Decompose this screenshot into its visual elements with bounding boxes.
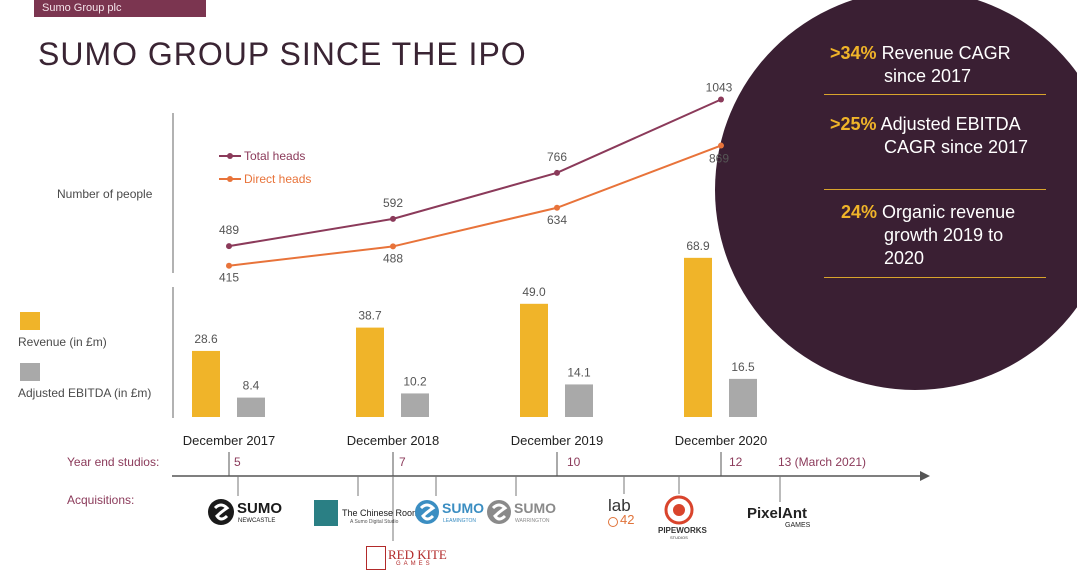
bar-label: 8.4 [243, 379, 260, 393]
bar-label: 10.2 [403, 374, 427, 388]
stats-panel-circle [715, 0, 1077, 390]
data-point [226, 243, 232, 250]
lab42-icon [608, 517, 618, 527]
stat-text: CAGR since 2017 [884, 137, 1029, 157]
data-point [390, 243, 396, 250]
legend-label-revenue: Revenue (in £m) [18, 335, 107, 349]
bar [237, 397, 265, 417]
category-label: December 2019 [511, 433, 604, 448]
stat-revenue-cagr: >34% Revenue CAGR since 2017 [830, 42, 1050, 88]
studio-count: 12 [729, 455, 743, 469]
bar-label: 38.7 [358, 309, 382, 323]
stat-text: since 2017 [884, 66, 972, 86]
acquisition-logo-lab42: lab 42 [608, 496, 635, 527]
data-label: 489 [219, 223, 239, 237]
data-point [390, 215, 396, 222]
acquisition-logo-sumo-leamington: SUMO LEAMINGTON [414, 498, 484, 528]
timeline-arrow [920, 471, 930, 481]
stat-text: 2020 [884, 248, 925, 268]
timeline-studios-label: Year end studios: [67, 455, 160, 469]
data-point [718, 96, 724, 103]
bar-label: 49.0 [522, 285, 546, 299]
sumo-swirl-icon [487, 500, 511, 524]
acquisition-logo-sumo-newcastle: SUMO NEWCASTLE [207, 498, 282, 528]
data-point [554, 169, 560, 176]
legend-label-ebitda: Adjusted EBITDA (in £m) [18, 386, 152, 400]
category-label: December 2017 [183, 433, 276, 448]
studio-count: 7 [399, 455, 406, 469]
series-line [228, 144, 722, 267]
stat-divider [824, 189, 1046, 190]
stat-divider [824, 94, 1046, 95]
company-tag: Sumo Group plc [34, 0, 206, 17]
bar [356, 327, 384, 417]
legend-swatch-revenue [20, 312, 40, 330]
legend-label: Direct heads [244, 172, 311, 186]
acquisition-logo-sumo-warrington: SUMO WARRINGTON [486, 498, 556, 528]
bar [192, 350, 220, 417]
red-kite-icon [366, 546, 386, 570]
studio-count: 13 (March 2021) [778, 455, 867, 469]
pipeworks-icon [664, 495, 694, 525]
data-label: 488 [383, 251, 403, 265]
data-label: 415 [219, 271, 239, 285]
stat-pct: 24% [841, 202, 878, 222]
bar [565, 384, 593, 417]
stat-text: Revenue CAGR [881, 43, 1011, 63]
stat-text: Adjusted EBITDA [880, 114, 1021, 134]
acquisition-logo-pixelant: PixelAnt GAMES [747, 505, 811, 529]
stat-divider [824, 277, 1046, 278]
chinese-room-icon [314, 500, 338, 526]
stat-ebitda-cagr: >25% Adjusted EBITDA CAGR since 2017 [830, 113, 1060, 159]
stat-organic-growth: 24% Organic revenue growth 2019 to 2020 [841, 201, 1061, 270]
acquisition-logo-pipeworks: PIPEWORKS STUDIOS [658, 495, 707, 543]
legend-swatch-ebitda [20, 363, 40, 381]
category-label: December 2020 [675, 433, 768, 448]
legend-marker [227, 176, 233, 182]
legend-label: Total heads [244, 149, 305, 163]
bar [684, 257, 712, 417]
bar-label: 14.1 [567, 365, 591, 379]
series-line [228, 98, 722, 248]
page-title: SUMO GROUP SINCE THE IPO [38, 36, 527, 72]
bar [520, 303, 548, 417]
bar-label: 28.6 [194, 332, 218, 346]
legend-marker [227, 153, 233, 159]
sumo-swirl-icon [415, 500, 439, 524]
bar-label: 68.9 [686, 239, 710, 253]
timeline-acquisitions-label: Acquisitions: [67, 493, 135, 507]
stat-text: growth 2019 to [884, 225, 1004, 245]
stat-pct: >34% [830, 43, 877, 63]
data-label: 766 [547, 150, 567, 164]
category-label: December 2018 [347, 433, 440, 448]
data-label: 869 [709, 152, 729, 166]
data-label: 1043 [706, 81, 733, 95]
data-label: 592 [383, 196, 403, 210]
sumo-swirl-icon [208, 499, 234, 525]
stat-text: Organic revenue [882, 202, 1016, 222]
studio-count: 5 [234, 455, 241, 469]
acquisition-logo-chinese-room: The Chinese Room A Sumo Digital Studio [314, 500, 420, 528]
line-chart-ylabel: Number of people [57, 187, 153, 201]
data-label: 634 [547, 213, 567, 227]
line-chart: 489 592 766 1043 Total heads 415 488 634 869 Dire… [219, 81, 733, 285]
data-point [718, 142, 724, 149]
studio-count: 10 [567, 455, 581, 469]
timeline [172, 452, 930, 541]
stat-pct: >25% [830, 114, 877, 134]
bar-chart: 28.6 38.7 49.0 68.9 8.4 10.2 14.1 16.5 December … [183, 239, 768, 448]
data-point [554, 204, 560, 211]
bar [729, 378, 757, 417]
bar-label: 16.5 [731, 360, 755, 374]
bar [401, 393, 429, 417]
acquisition-logo-red-kite: RED KITE GAMES [366, 544, 452, 572]
data-point [226, 262, 232, 269]
